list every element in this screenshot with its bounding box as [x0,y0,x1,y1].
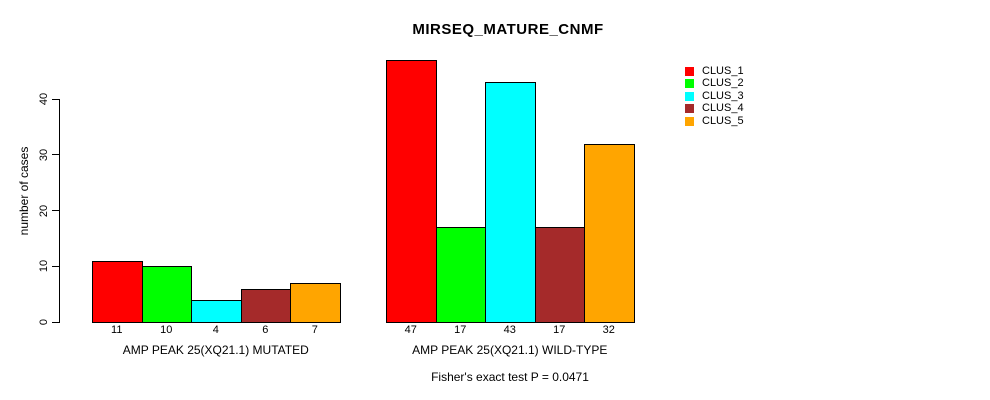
y-axis-tick [52,210,59,211]
bar-value-label: 7 [311,324,318,336]
legend-item-clus_5: CLUS_5 [685,114,805,128]
y-axis-tick [52,154,59,156]
legend-item-clus_1: CLUS_1 [685,65,805,78]
bar-clus_5-group2 [584,143,635,323]
legend-label: CLUS_1 [702,65,744,77]
legend-item-clus_4: CLUS_4 [685,102,805,115]
y-axis-tick-label: 30 [38,148,50,161]
bar-value-label: 17 [454,324,467,336]
y-axis-tick-label: 10 [38,260,50,273]
legend-swatch-clus_5 [685,116,694,126]
y-axis-title: number of cases [17,146,31,236]
y-axis-tick [52,98,59,100]
bar-value-label: 17 [553,324,566,336]
legend-label: CLUS_3 [702,89,744,102]
legend-label: CLUS_2 [702,77,744,90]
fisher-test-annotation: Fisher's exact test P = 0.0471 [431,370,589,384]
bar-clus_3-group1 [191,299,242,323]
bar-value-label: 6 [262,324,269,336]
x-axis-group-label: AMP PEAK 25(XQ21.1) MUTATED [122,343,309,357]
legend-swatch-clus_3 [685,91,694,101]
y-axis-tick-label: 40 [38,92,50,106]
legend-swatch-clus_4 [685,104,694,114]
legend-item-clus_2: CLUS_2 [685,77,805,90]
legend-swatch-clus_2 [685,79,694,89]
y-axis-tick-label: 0 [38,318,50,326]
bar-value-label: 11 [111,324,123,336]
bar-value-label: 4 [212,324,219,336]
bar-clus_5-group1 [290,282,341,323]
bar-value-label: 43 [503,324,516,336]
bar-clus_1-group1 [92,260,143,323]
legend-item-clus_3: CLUS_3 [685,89,805,103]
bar-clus_2-group1 [141,266,192,323]
bar-clus_3-group2 [485,82,536,323]
legend-label: CLUS_4 [702,102,744,115]
bar-value-label: 32 [602,324,615,336]
bar-value-label: 10 [160,324,173,336]
bar-value-label: 47 [404,324,417,336]
bar-clus_4-group1 [240,288,291,323]
bar-clus_4-group2 [534,227,585,323]
y-axis-tick [52,321,59,323]
legend-label: CLUS_5 [702,114,744,127]
y-axis-tick [52,265,59,267]
bar-clus_1-group2 [386,59,437,323]
chart-title: MIRSEQ_MATURE_CNMF [412,21,604,38]
y-axis-tick-label: 20 [38,204,50,217]
y-axis-line [59,99,60,323]
bar-clus_2-group2 [435,227,486,323]
legend-swatch-clus_1 [685,67,694,76]
x-axis-group-label: AMP PEAK 25(XQ21.1) WILD-TYPE [412,343,608,357]
